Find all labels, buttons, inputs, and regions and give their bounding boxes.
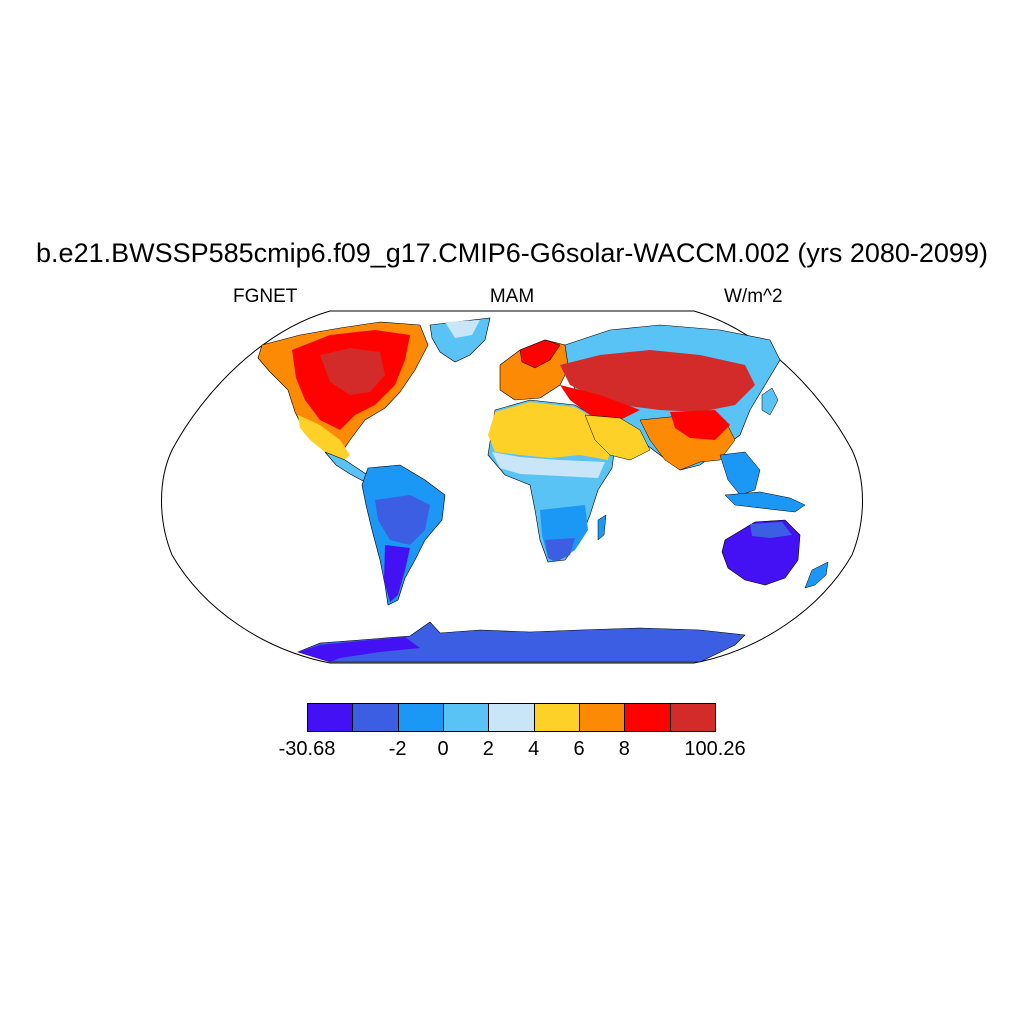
colorbar-box bbox=[307, 703, 354, 732]
colorbar-tick-label: 2 bbox=[482, 738, 494, 760]
season-label: MAM bbox=[489, 286, 535, 307]
region-caspian-red bbox=[560, 385, 640, 420]
colorbar-tick-label: 0 bbox=[437, 738, 449, 760]
region-southeast-asia bbox=[719, 451, 761, 496]
region-central-asia bbox=[560, 350, 755, 412]
colorbar-tick-label: 100.26 bbox=[684, 738, 746, 760]
region-mexico bbox=[298, 415, 350, 462]
colorbar-box bbox=[533, 703, 580, 732]
colorbar-tick-label: 8 bbox=[618, 738, 630, 760]
region-australia-north bbox=[750, 522, 792, 538]
region-new-zealand bbox=[804, 561, 829, 589]
region-antarctica bbox=[297, 621, 746, 663]
greenland-interior bbox=[445, 320, 480, 338]
units-label: W/m^2 bbox=[724, 286, 783, 307]
region-sahara bbox=[488, 402, 612, 460]
colorbar-box bbox=[488, 703, 535, 732]
region-tibet bbox=[670, 410, 730, 440]
colorbar-box bbox=[397, 703, 444, 732]
region-middle-east bbox=[584, 414, 651, 461]
colorbar-box bbox=[579, 703, 626, 732]
region-hudson-dark bbox=[320, 348, 385, 395]
region-indonesia bbox=[724, 491, 806, 513]
region-sahel bbox=[492, 452, 605, 478]
colorbar-tick-label: -2 bbox=[388, 738, 407, 760]
colorbar-box bbox=[443, 703, 490, 732]
colorbar-box bbox=[669, 703, 716, 732]
colorbar-tick-label: -30.68 bbox=[278, 738, 336, 760]
colorbar-tick-label: 6 bbox=[573, 738, 585, 760]
variable-label: FGNET bbox=[233, 286, 298, 307]
region-madagascar bbox=[597, 514, 607, 541]
region-amazon bbox=[375, 495, 430, 545]
region-patagonia bbox=[384, 545, 410, 602]
region-south-africa-tip bbox=[545, 538, 575, 562]
region-scandinavia bbox=[519, 339, 561, 369]
region-antarctica-edge bbox=[298, 637, 420, 662]
figure-title: b.e21.BWSSP585cmip6.f09_g17.CMIP6-G6sola… bbox=[36, 238, 988, 268]
colorbar-box bbox=[624, 703, 671, 732]
colorbar-tick-label: 4 bbox=[528, 738, 540, 760]
colorbar-box bbox=[352, 703, 399, 732]
region-japan bbox=[761, 387, 779, 416]
